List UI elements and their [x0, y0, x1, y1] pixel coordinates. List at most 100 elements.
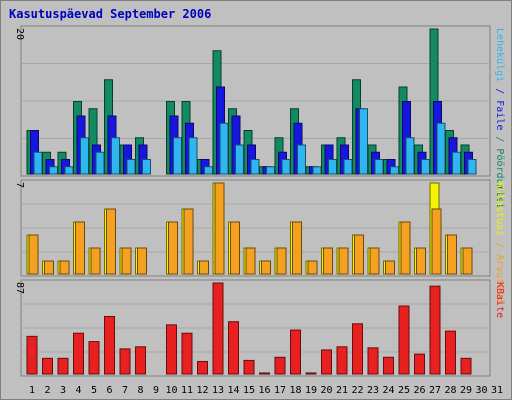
bar-leheklgi-day-23	[374, 159, 384, 175]
bar-arvuteid-day-1	[28, 234, 39, 275]
legend-label: KBaite	[494, 282, 505, 318]
x-tick-label-day-10: 10	[165, 385, 177, 396]
bar-arvuteid-day-5	[90, 247, 101, 275]
bar-kbaite-day-3	[57, 357, 69, 375]
bar-leheklgi-day-18	[297, 144, 306, 175]
bar-leheklgi-day-22	[359, 108, 368, 175]
legend-label: Lehekülgi / Faile / Pöördumisi	[494, 28, 505, 209]
bar-leheklgi-day-2	[49, 166, 58, 175]
bar-kbaite-day-23	[367, 347, 379, 375]
bar-leheklgi-day-21	[343, 159, 353, 175]
bar-arvuteid-day-23	[369, 247, 380, 275]
bar-kbaite-day-16	[259, 372, 270, 375]
x-tick-label-day-24: 24	[382, 385, 394, 396]
bar-leheklgi-day-25	[405, 137, 415, 175]
bar-kbaite-day-13	[212, 282, 224, 375]
x-tick-label-day-12: 12	[196, 385, 208, 396]
bar-arvuteid-day-10	[168, 221, 178, 275]
bar-arvuteid-day-3	[59, 260, 70, 275]
x-tick-label-day-19: 19	[305, 385, 317, 396]
bar-kbaite-day-1	[26, 335, 38, 375]
bar-leheklgi-day-7	[126, 159, 136, 175]
x-tick-label-day-15: 15	[243, 385, 255, 396]
bar-arvuteid-day-21	[338, 247, 349, 275]
bar-arvuteid-day-19	[307, 260, 318, 275]
x-tick-label-day-8: 8	[137, 385, 143, 396]
bar-arvuteid-day-27	[431, 208, 442, 275]
bar-kbaite-day-15	[243, 359, 255, 375]
legend-entry: Lehekülgi	[494, 28, 505, 82]
bar-arvuteid-day-18	[292, 221, 302, 275]
x-tick-label-day-13: 13	[212, 385, 224, 396]
bar-kbaite-day-26	[414, 353, 425, 375]
bar-kbaite-day-19	[305, 372, 317, 375]
bar-arvuteid-day-11	[183, 208, 194, 275]
bar-leheklgi-day-8	[142, 159, 151, 175]
x-tick-label-day-30: 30	[475, 385, 487, 396]
bar-kbaite-day-21	[336, 346, 348, 375]
bar-kbaite-day-18	[290, 329, 301, 375]
bar-leheklgi-day-14	[235, 144, 244, 175]
x-tick-label-day-1: 1	[29, 385, 35, 396]
x-tick-label-day-7: 7	[122, 385, 128, 396]
bar-arvuteid-day-29	[462, 247, 473, 275]
bar-leheklgi-day-4	[80, 137, 89, 175]
legend-entry: / Arvuteid	[494, 236, 505, 302]
legend-entry: / Faile	[494, 82, 505, 130]
bar-arvuteid-day-15	[245, 247, 256, 275]
bar-arvuteid-day-13	[214, 182, 225, 275]
bar-leheklgi-day-24	[390, 166, 399, 175]
bar-kbaite-day-17	[274, 356, 286, 375]
x-tick-label-day-25: 25	[398, 385, 410, 396]
x-tick-label-day-29: 29	[460, 385, 472, 396]
bar-kbaite-day-11	[181, 332, 193, 375]
bar-leheklgi-day-13	[219, 122, 229, 175]
x-tick-label-day-17: 17	[274, 385, 286, 396]
x-tick-label-day-22: 22	[351, 385, 363, 396]
bar-kbaite-day-6	[104, 315, 115, 375]
bar-arvuteid-day-4	[75, 221, 85, 275]
bar-leheklgi-day-27	[436, 122, 446, 175]
y-axis-max-label: 7	[14, 182, 25, 188]
bar-kbaite-day-4	[73, 332, 84, 375]
x-tick-label-day-5: 5	[91, 385, 97, 396]
x-tick-label-day-20: 20	[320, 385, 332, 396]
x-tick-label-day-11: 11	[181, 385, 193, 396]
bar-kbaite-day-7	[119, 348, 131, 375]
bar-leheklgi-day-16	[266, 166, 275, 175]
bar-kbaite-day-27	[429, 285, 441, 375]
bar-kbaite-day-25	[398, 305, 410, 375]
bar-kbaite-day-28	[445, 330, 456, 375]
bar-kbaite-day-20	[321, 349, 332, 375]
x-tick-label-day-27: 27	[429, 385, 441, 396]
bar-arvuteid-day-20	[323, 247, 333, 275]
x-tick-label-day-4: 4	[75, 385, 81, 396]
bar-arvuteid-day-8	[137, 247, 147, 275]
x-tick-label-day-26: 26	[413, 385, 425, 396]
bar-arvuteid-day-26	[416, 247, 426, 275]
y-axis-max-label: 20	[14, 28, 25, 40]
bar-leheklgi-day-19	[312, 166, 322, 175]
x-tick-label-day-2: 2	[44, 385, 50, 396]
bar-arvuteid-day-28	[447, 234, 457, 275]
x-tick-label-day-3: 3	[60, 385, 66, 396]
legend-label: Külastusi / Arvuteid	[494, 182, 505, 302]
bar-arvuteid-day-2	[44, 260, 54, 275]
bar-arvuteid-day-22	[354, 234, 364, 275]
bar-arvuteid-day-12	[199, 260, 209, 275]
bar-leheklgi-day-3	[64, 166, 74, 175]
bar-leheklgi-day-15	[250, 159, 260, 175]
bar-leheklgi-day-17	[281, 159, 291, 175]
bar-kbaite-day-2	[42, 357, 53, 375]
bar-arvuteid-day-16	[261, 260, 271, 275]
x-tick-label-day-6: 6	[106, 385, 112, 396]
bar-arvuteid-day-7	[121, 247, 132, 275]
bar-kbaite-day-8	[135, 346, 146, 375]
x-tick-label-day-18: 18	[289, 385, 301, 396]
bar-kbaite-day-22	[352, 323, 363, 375]
legend-entry: / Pöördumisi	[494, 130, 505, 208]
x-tick-label-day-31: 31	[491, 385, 503, 396]
bar-kbaite-day-12	[197, 360, 208, 375]
bar-arvuteid-day-17	[276, 247, 287, 275]
